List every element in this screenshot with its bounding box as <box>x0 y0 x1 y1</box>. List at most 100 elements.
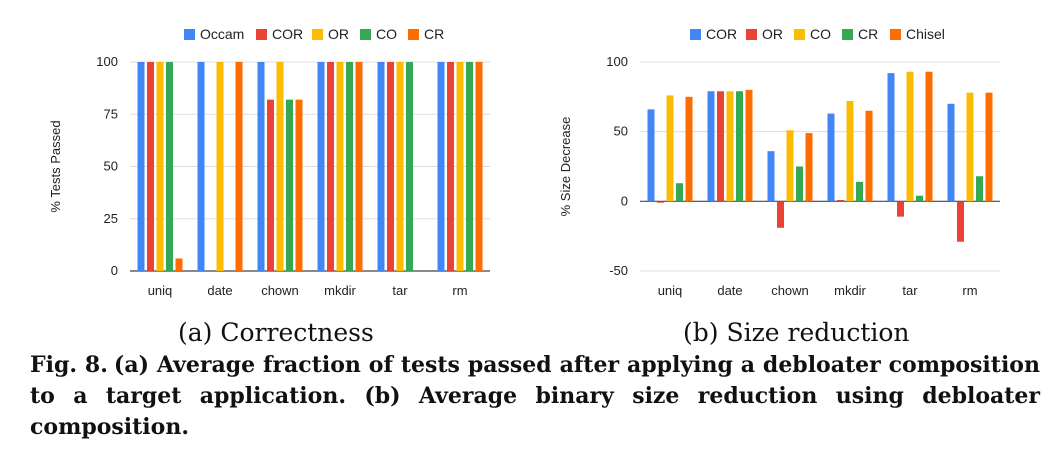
bar <box>897 201 904 217</box>
legend-swatch <box>794 29 805 40</box>
bar <box>466 62 473 271</box>
legend-item: OR <box>746 26 783 42</box>
x-tick-label: chown <box>261 283 299 298</box>
bar <box>777 201 784 228</box>
figure-label: Fig. 8. <box>30 352 108 378</box>
bar <box>916 195 923 202</box>
legend-item: Occam <box>184 26 244 42</box>
bar <box>865 110 873 202</box>
y-tick-label: 100 <box>96 54 118 69</box>
legend-label: COR <box>272 26 303 42</box>
y-tick-label: 100 <box>606 54 628 69</box>
legend-swatch <box>184 29 195 40</box>
legend-swatch <box>408 29 419 40</box>
correctness-chart: Occam COR OR CO CR 0 25 50 75 100 % Tests Passed un… <box>48 26 490 298</box>
bar <box>355 62 363 271</box>
bar <box>947 103 955 202</box>
legend-swatch <box>360 29 371 40</box>
y-tick-label: 50 <box>614 124 628 139</box>
bar <box>887 73 895 202</box>
legend-swatch <box>256 29 267 40</box>
x-tick-label: mkdir <box>834 283 866 298</box>
bar <box>827 113 835 202</box>
bar <box>336 62 344 271</box>
legend-item: COR <box>256 26 303 42</box>
bar <box>837 199 844 202</box>
x-tick-label: date <box>207 283 232 298</box>
y-tick-label: -50 <box>609 263 628 278</box>
legend-label: CO <box>376 26 397 42</box>
bar <box>796 166 803 202</box>
x-tick-label: uniq <box>148 283 173 298</box>
bar <box>767 151 775 202</box>
bar <box>666 95 674 202</box>
figure-caption-text: (a) Average fraction of tests passed aft… <box>30 352 1040 440</box>
legend-swatch <box>842 29 853 40</box>
legend-label: CR <box>858 26 878 42</box>
bar <box>437 62 445 271</box>
bar <box>676 183 683 202</box>
x-tick-label: tar <box>392 283 408 298</box>
bar <box>216 62 224 271</box>
legend-label: OR <box>328 26 349 42</box>
y-tick-label: 25 <box>104 211 118 226</box>
x-tick-label: uniq <box>658 283 683 298</box>
bar <box>387 62 394 271</box>
legend-swatch <box>312 29 323 40</box>
bar <box>925 71 933 202</box>
bar <box>475 62 483 271</box>
x-tick-label: mkdir <box>324 283 356 298</box>
y-tick-label: 75 <box>104 106 118 121</box>
x-tick-label: chown <box>771 283 809 298</box>
bar <box>657 201 664 203</box>
legend-swatch <box>890 29 901 40</box>
bar <box>295 99 303 272</box>
bar <box>786 130 794 202</box>
y-axis-title: % Tests Passed <box>48 120 63 212</box>
bar <box>745 89 753 202</box>
bar <box>906 71 914 202</box>
legend-label: COR <box>706 26 737 42</box>
y-tick-label: 0 <box>621 193 628 208</box>
bar <box>406 62 413 271</box>
x-tick-label: tar <box>902 283 918 298</box>
bar <box>447 62 454 271</box>
bar <box>396 62 404 271</box>
bar <box>235 62 243 271</box>
bar <box>175 258 183 271</box>
bar <box>286 99 293 272</box>
bar <box>976 176 983 202</box>
bar <box>377 62 385 271</box>
legend-label: OR <box>762 26 783 42</box>
bar <box>717 91 724 202</box>
bar <box>327 62 334 271</box>
legend-item: CR <box>842 26 878 42</box>
bar <box>685 96 693 202</box>
bar <box>985 92 993 202</box>
bar <box>197 62 205 271</box>
bar <box>846 101 854 202</box>
legend-item: OR <box>312 26 349 42</box>
x-tick-label: rm <box>452 283 467 298</box>
size-reduction-chart: COR OR CO CR Chisel -50 0 50 100 % Size Decrease u… <box>558 26 1000 298</box>
bar <box>147 62 154 271</box>
bar <box>166 62 173 271</box>
y-axis-title: % Size Decrease <box>558 117 573 217</box>
legend-item: Chisel <box>890 26 945 42</box>
subfigure-caption-b: (b) Size reduction <box>683 318 910 347</box>
bar <box>137 62 145 271</box>
bar <box>726 91 734 202</box>
legend-item: CO <box>360 26 397 42</box>
legend-swatch <box>690 29 701 40</box>
y-tick-label: 50 <box>104 159 118 174</box>
bar <box>456 62 464 271</box>
bar <box>276 62 284 271</box>
bar <box>736 91 743 202</box>
bar <box>156 62 164 271</box>
legend-label: Occam <box>200 26 244 42</box>
bar <box>346 62 353 271</box>
legend-item: COR <box>690 26 737 42</box>
bar <box>707 91 715 202</box>
legend-label: CR <box>424 26 444 42</box>
bar <box>257 62 265 271</box>
